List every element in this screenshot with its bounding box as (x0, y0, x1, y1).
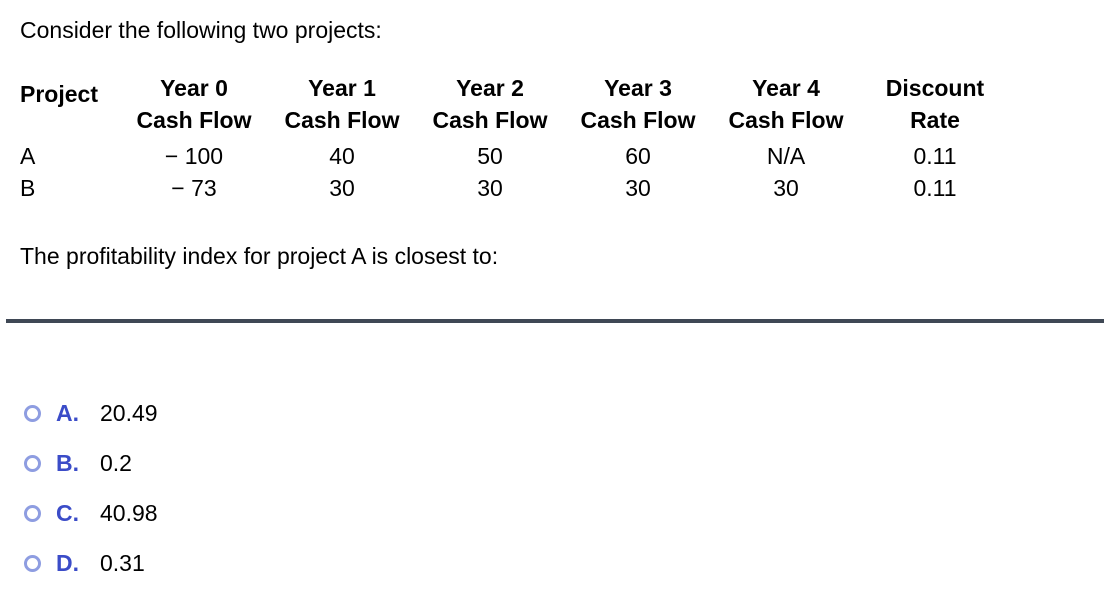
option-letter: B. (56, 449, 79, 476)
header-line: Cash Flow (728, 107, 844, 133)
column-header-year1-cash-flow: Year 1 Cash Flow (268, 72, 416, 136)
option-value: 0.2 (100, 449, 132, 476)
column-header-project: Project (20, 72, 120, 136)
answer-options: A. 20.49 B. 0.2 C. 40.98 D. 0.31 (0, 388, 1104, 588)
header-line: Cash Flow (284, 107, 400, 133)
cell-year0-cash-flow: − 100 (164, 143, 224, 169)
header-line: Cash Flow (580, 107, 696, 133)
option-value: 20.49 (100, 399, 158, 426)
radio-button-a[interactable] (24, 404, 41, 422)
cell-year3-cash-flow: 30 (625, 175, 651, 201)
cell-year2-cash-flow: 30 (477, 175, 503, 201)
cell-year1-cash-flow: 30 (329, 175, 355, 201)
header-line: Discount (885, 75, 985, 101)
cell-year4-cash-flow: N/A (766, 143, 806, 169)
header-line: Year 1 (308, 75, 376, 101)
cell-year2-cash-flow: 50 (477, 143, 503, 169)
column-header-year4-cash-flow: Year 4 Cash Flow (712, 72, 860, 136)
option-value: 40.98 (100, 499, 158, 526)
table-row-project-b: B − 73 30 30 30 30 0.11 (20, 172, 1010, 204)
radio-button-b[interactable] (24, 454, 41, 472)
table-header-row: Project Year 0 Cash Flow Year 1 Cash Flo… (20, 72, 1010, 136)
header-line: Year 2 (456, 75, 524, 101)
cell-year1-cash-flow: 40 (329, 143, 355, 169)
header-line: Cash Flow (432, 107, 548, 133)
divider (6, 319, 1104, 323)
option-letter: A. (56, 399, 79, 426)
option-value: 0.31 (100, 549, 145, 576)
column-header-year2-cash-flow: Year 2 Cash Flow (416, 72, 564, 136)
cell-year3-cash-flow: 60 (625, 143, 651, 169)
answer-option-a[interactable]: A. 20.49 (0, 388, 1104, 438)
table-row-project-a: A − 100 40 50 60 N/A 0.11 (20, 136, 1010, 172)
column-header-year0-cash-flow: Year 0 Cash Flow (120, 72, 268, 136)
option-letter: C. (56, 499, 79, 526)
column-header-discount-rate: Discount Rate (860, 72, 1010, 136)
header-line: Year 4 (752, 75, 820, 101)
header-line: Project (20, 81, 98, 107)
cash-flow-table: Project Year 0 Cash Flow Year 1 Cash Flo… (20, 72, 1010, 204)
header-line: Cash Flow (136, 107, 252, 133)
header-line: Year 0 (160, 75, 228, 101)
header-line: Rate (910, 107, 960, 133)
cell-discount-rate: 0.11 (913, 175, 957, 201)
cell-year0-cash-flow: − 73 (171, 175, 217, 201)
header-line: Year 3 (604, 75, 672, 101)
project-label: B (20, 175, 36, 201)
answer-option-c[interactable]: C. 40.98 (0, 488, 1104, 538)
radio-button-d[interactable] (24, 554, 41, 572)
answer-option-b[interactable]: B. 0.2 (0, 438, 1104, 488)
question-prompt: The profitability index for project A is… (20, 243, 499, 269)
cell-year4-cash-flow: 30 (773, 175, 799, 201)
cell-discount-rate: 0.11 (913, 143, 957, 169)
option-letter: D. (56, 549, 79, 576)
project-label: A (20, 143, 36, 169)
question-intro: Consider the following two projects: (20, 17, 382, 43)
answer-option-d[interactable]: D. 0.31 (0, 538, 1104, 588)
radio-button-c[interactable] (24, 504, 41, 522)
column-header-year3-cash-flow: Year 3 Cash Flow (564, 72, 712, 136)
